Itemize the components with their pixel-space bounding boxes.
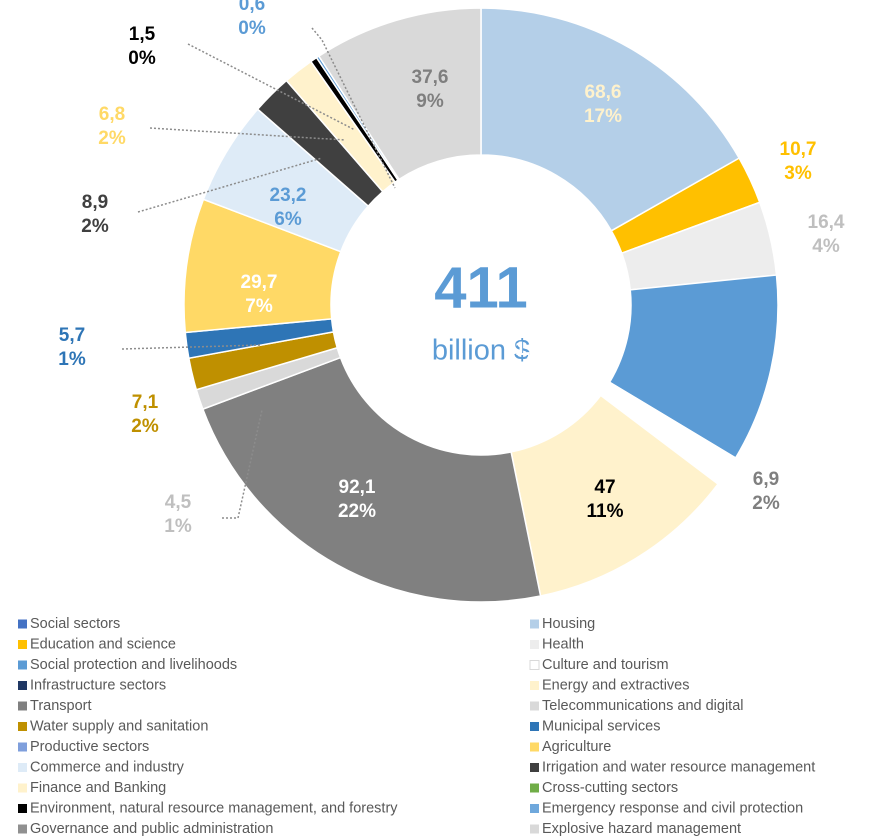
legend-label: Finance and Banking <box>30 780 166 796</box>
leader-line <box>187 43 356 131</box>
percent-label: 22% <box>338 501 376 522</box>
percent-label: 2% <box>131 416 159 437</box>
legend-label: Irrigation and water resource management <box>542 759 815 775</box>
legend-swatch <box>18 742 27 752</box>
value-label: 7,1 <box>132 392 159 413</box>
legend-swatch <box>18 804 27 813</box>
legend-label: Infrastructure sectors <box>30 677 166 693</box>
percent-label: 2% <box>98 128 126 149</box>
legend-swatch <box>18 701 27 711</box>
percent-label: 1% <box>164 516 192 537</box>
percent-label: 2% <box>752 493 780 514</box>
value-label: 16,4 <box>808 212 845 233</box>
legend-label: Emergency response and civil protection <box>542 800 803 816</box>
legend-label: Social protection and livelihoods <box>30 657 237 673</box>
legend-swatch <box>530 804 539 813</box>
percent-label: 7% <box>245 296 273 317</box>
percent-label: 11% <box>587 501 624 522</box>
legend-swatch <box>530 722 539 731</box>
legend-label: Education and science <box>30 636 176 652</box>
leader-line <box>222 409 263 519</box>
legend-label: Water supply and sanitation <box>30 718 208 734</box>
legend-swatch <box>530 824 539 834</box>
value-label: 10,7 <box>780 139 817 160</box>
legend-label: Energy and extractives <box>542 677 690 693</box>
legend-swatch <box>530 783 539 793</box>
legend-label: Transport <box>30 698 92 714</box>
value-label: 23,2 <box>270 185 307 206</box>
percent-label: 10% <box>504 363 542 384</box>
value-label: 6,9 <box>753 469 779 490</box>
percent-label: 3% <box>784 163 812 184</box>
legend-swatch <box>530 701 539 711</box>
segment <box>480 7 741 232</box>
legend-swatch <box>530 763 539 772</box>
value-label: 8,9 <box>82 192 108 213</box>
legend-swatch <box>530 681 539 690</box>
percent-label: 0% <box>238 18 266 39</box>
percent-label: 2% <box>81 216 109 237</box>
legend-swatch <box>18 763 27 772</box>
legend-label: Environment, natural resource management… <box>30 800 398 816</box>
value-label: 0,6 <box>239 0 265 15</box>
donut <box>183 7 779 603</box>
legend-label: Agriculture <box>542 739 611 755</box>
legend-label: Commerce and industry <box>30 759 185 775</box>
leader-line <box>149 127 346 141</box>
percent-label: 4% <box>812 236 840 257</box>
legend-label: Municipal services <box>542 718 660 734</box>
legend-swatch <box>18 722 27 731</box>
center-unit: billion $ <box>432 335 530 367</box>
legend-label: Social sectors <box>30 616 120 632</box>
legend-label: Explosive hazard management <box>542 821 741 837</box>
value-label: 1,5 <box>129 24 156 45</box>
value-label: 5,7 <box>59 325 85 346</box>
legend-swatch <box>529 660 540 670</box>
legend-label: Health <box>542 636 584 652</box>
percent-label: 1% <box>58 349 86 370</box>
value-label: 41,8 <box>505 339 542 360</box>
value-label: 37,6 <box>412 67 449 88</box>
segment <box>317 7 482 181</box>
legend-swatch <box>530 640 539 649</box>
legend-swatch <box>530 742 539 752</box>
value-label: 4,5 <box>165 492 192 513</box>
legend-swatch <box>18 640 27 649</box>
leader-line <box>121 344 263 350</box>
value-label: 6,8 <box>99 104 125 125</box>
legend-label: Productive sectors <box>30 739 149 755</box>
legend-swatch <box>18 824 27 834</box>
value-label: 47 <box>594 477 615 498</box>
legend-label: Housing <box>542 616 595 632</box>
legend-label: Telecommunications and digital <box>542 698 744 714</box>
legend-swatch <box>18 660 27 670</box>
legend-label: Governance and public administration <box>30 821 273 837</box>
percent-label: 0% <box>128 48 156 69</box>
legend-label: Cross-cutting sectors <box>542 780 678 796</box>
value-label: 68,6 <box>585 82 622 103</box>
leader-line <box>311 27 396 189</box>
value-label: 92,1 <box>339 477 376 498</box>
legend-swatch <box>530 619 539 629</box>
segment <box>201 356 542 603</box>
legend-swatch <box>18 619 27 629</box>
center-total: 411 <box>434 255 528 320</box>
percent-label: 17% <box>584 106 622 127</box>
legend-swatch <box>18 783 27 793</box>
legend-swatch <box>18 681 27 690</box>
legend-label: Culture and tourism <box>542 657 669 673</box>
value-label: 29,7 <box>241 272 278 293</box>
percent-label: 9% <box>416 91 444 112</box>
percent-label: 6% <box>274 209 302 230</box>
